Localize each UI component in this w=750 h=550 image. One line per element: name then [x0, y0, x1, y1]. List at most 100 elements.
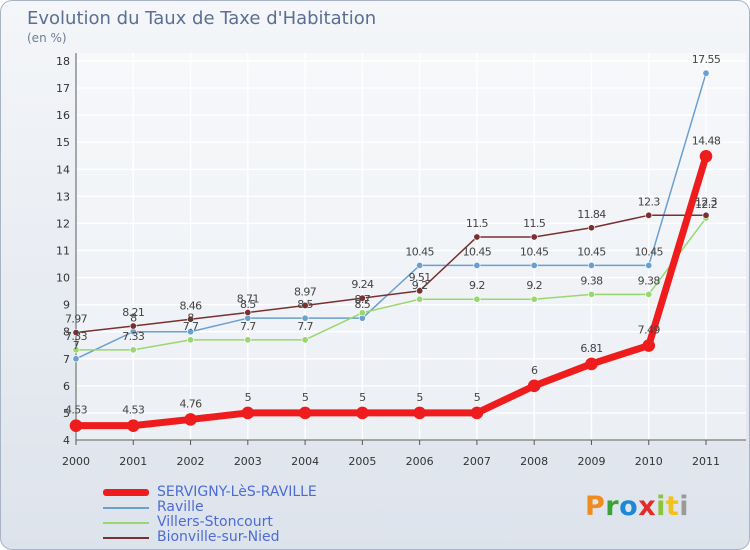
data-point [527, 379, 541, 393]
data-label: 5 [416, 391, 423, 404]
legend-item: Villers-Stoncourt [103, 515, 317, 530]
data-label: 8.71 [237, 292, 259, 305]
data-point [645, 290, 653, 298]
logo-letter: i [656, 491, 666, 522]
data-label: 12.3 [695, 195, 718, 208]
data-point [473, 261, 481, 269]
data-point [129, 346, 137, 354]
data-point [416, 261, 424, 269]
data-point [413, 406, 426, 420]
data-label: 7.33 [65, 330, 88, 343]
data-label: 7.7 [297, 320, 313, 333]
data-label: 8.5 [240, 298, 256, 311]
data-point [702, 211, 710, 219]
data-point [473, 295, 481, 303]
data-point [244, 336, 252, 344]
legend: SERVIGNY-LèS-RAVILLE Raville Villers-Sto… [103, 485, 317, 545]
x-tick-label: 2000 [62, 455, 90, 468]
data-point [187, 336, 195, 344]
data-label: 4.53 [122, 404, 145, 417]
data-point [241, 406, 255, 420]
x-tick-label: 2003 [234, 455, 262, 468]
legend-label-bionville: Bionville-sur-Nied [157, 529, 280, 545]
data-label: 7 [73, 339, 80, 352]
data-point [587, 261, 595, 269]
logo-letter: o [619, 491, 639, 522]
data-point [585, 357, 598, 371]
data-point [356, 406, 369, 420]
data-point [530, 295, 538, 303]
data-label: 17.55 [692, 53, 721, 66]
data-point [702, 69, 710, 77]
legend-label-villers: Villers-Stoncourt [157, 514, 273, 530]
data-label: 9.51 [409, 271, 431, 284]
legend-swatch-raville [103, 506, 149, 509]
series-line-0 [72, 152, 710, 430]
x-tick-label: 2007 [463, 455, 491, 468]
data-label: 14.48 [692, 134, 721, 147]
data-label: 9.2 [469, 279, 485, 292]
series-line-2 [75, 217, 707, 351]
y-tick-label: 15 [56, 136, 70, 149]
data-label: 8.21 [122, 306, 144, 319]
data-label: 10.45 [405, 245, 434, 258]
data-point [72, 329, 80, 337]
x-tick-label: 2001 [119, 455, 147, 468]
data-label: 7.7 [240, 320, 256, 333]
legend-label-servigny: SERVIGNY-LèS-RAVILLE [157, 484, 317, 500]
data-label: 8 [130, 312, 137, 325]
data-label: 10.45 [577, 245, 606, 258]
chart-title: Evolution du Taux de Taxe d'Habitation [27, 8, 377, 29]
data-point [587, 290, 595, 298]
logo-letter: i [679, 491, 690, 522]
data-label: 7.97 [65, 313, 88, 326]
data-point [358, 294, 366, 302]
data-label: 10.45 [463, 245, 492, 258]
data-label: 8.97 [294, 285, 317, 298]
logo-letter: x [638, 491, 657, 522]
legend-item: SERVIGNY-LèS-RAVILLE [103, 485, 317, 500]
data-label: 8.46 [179, 299, 202, 312]
x-tick-label: 2005 [348, 455, 376, 468]
data-label: 10.45 [520, 245, 549, 258]
data-label: 6 [531, 364, 538, 377]
data-point [416, 287, 424, 295]
y-tick-label: 16 [56, 109, 70, 122]
data-label: 7.7 [183, 320, 199, 333]
data-label: 7.33 [122, 330, 145, 343]
data-label: 11.5 [523, 217, 546, 230]
data-point [358, 309, 366, 317]
data-label: 9.2 [526, 279, 542, 292]
x-tick-label: 2006 [406, 455, 434, 468]
y-tick-label: 17 [56, 82, 70, 95]
data-point [530, 233, 538, 241]
data-point [473, 233, 481, 241]
data-label: 8.5 [355, 298, 371, 311]
data-label: 12.3 [638, 195, 661, 208]
legend-swatch-bionville [103, 536, 149, 539]
data-point [645, 261, 653, 269]
data-point [184, 413, 197, 426]
data-label: 4.53 [65, 404, 88, 417]
data-label: 8.5 [297, 298, 313, 311]
data-point [126, 419, 140, 432]
data-point [72, 355, 80, 363]
y-tick-label: 5 [63, 407, 70, 420]
x-tick-label: 2008 [520, 455, 548, 468]
chart-subtitle: (en %) [27, 31, 67, 45]
data-label: 5 [474, 391, 481, 404]
data-label: 5 [245, 391, 252, 404]
data-point [187, 328, 195, 336]
data-label: 12.2 [695, 198, 717, 211]
legend-swatch-villers [103, 521, 149, 524]
y-tick-label: 10 [56, 272, 70, 285]
plot-area [76, 53, 746, 440]
data-point [530, 261, 538, 269]
proxiti-logo: Proxiti [585, 491, 689, 522]
data-point [470, 406, 484, 420]
data-point [72, 346, 80, 354]
data-point [129, 322, 137, 330]
data-label: 8.7 [355, 293, 371, 306]
